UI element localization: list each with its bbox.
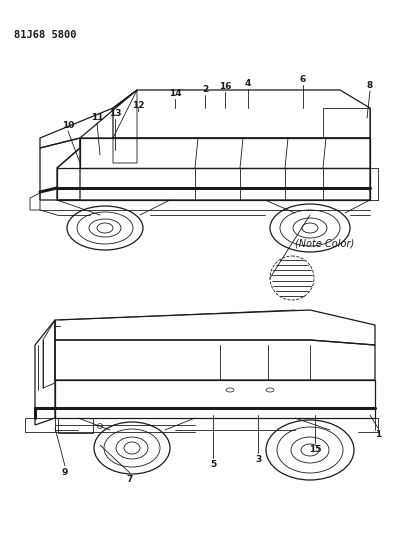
Text: 16: 16 bbox=[219, 82, 231, 91]
Text: 4: 4 bbox=[245, 79, 251, 88]
Text: 11: 11 bbox=[91, 113, 103, 122]
Text: 7: 7 bbox=[127, 475, 133, 484]
Text: 9: 9 bbox=[62, 468, 68, 477]
Text: 81J68 5800: 81J68 5800 bbox=[14, 30, 77, 40]
Text: 12: 12 bbox=[132, 101, 144, 110]
Text: 1: 1 bbox=[375, 430, 381, 439]
Text: 13: 13 bbox=[109, 109, 121, 118]
Text: 6: 6 bbox=[300, 75, 306, 84]
Text: 3: 3 bbox=[255, 455, 261, 464]
Text: 15: 15 bbox=[309, 445, 321, 454]
Text: 2: 2 bbox=[202, 85, 208, 94]
Text: 8: 8 bbox=[367, 81, 373, 90]
Text: 10: 10 bbox=[62, 121, 74, 130]
Text: 14: 14 bbox=[169, 89, 181, 98]
Bar bbox=[58, 418, 93, 433]
Text: 5: 5 bbox=[210, 460, 216, 469]
Text: (Note Color): (Note Color) bbox=[295, 238, 354, 248]
